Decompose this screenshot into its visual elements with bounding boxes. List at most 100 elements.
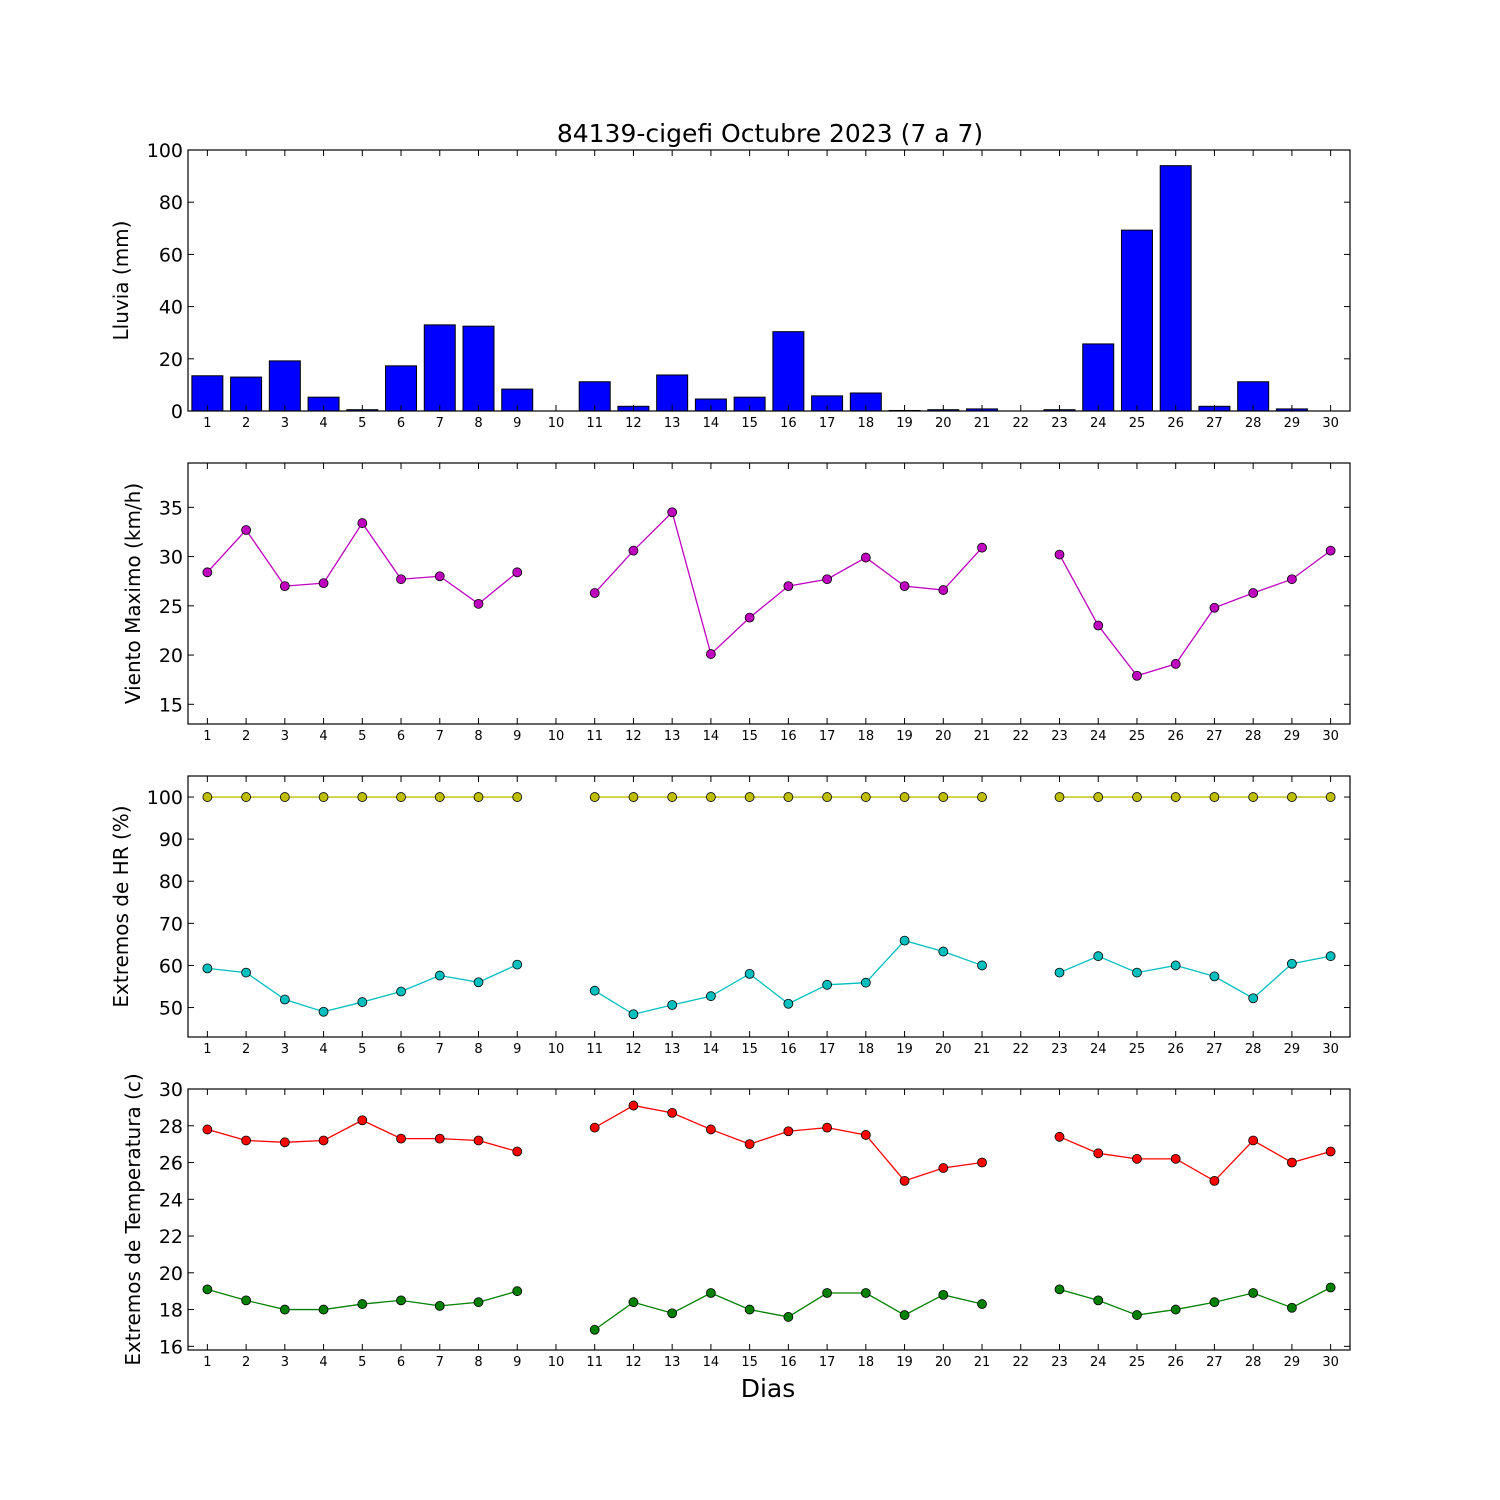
x-tick-label: 13 xyxy=(664,729,681,744)
x-tick-label: 20 xyxy=(935,1042,952,1057)
x-tick-label: 2 xyxy=(242,729,250,744)
x-tick-label: 12 xyxy=(625,729,642,744)
data-point xyxy=(434,970,445,981)
data-point xyxy=(938,585,949,595)
x-tick-label: 15 xyxy=(741,729,758,744)
data-point xyxy=(512,1146,523,1157)
x-tick-label: 10 xyxy=(548,729,565,744)
x-tick-label: 26 xyxy=(1167,729,1184,744)
x-tick-label: 28 xyxy=(1245,416,1262,431)
data-point xyxy=(434,1133,445,1144)
data-point xyxy=(1132,967,1142,978)
data-point xyxy=(744,792,755,802)
y-tick-label: 100 xyxy=(147,140,183,162)
x-tick-label: 7 xyxy=(436,1042,444,1057)
x-tick-label: 19 xyxy=(896,1355,913,1370)
data-point xyxy=(783,581,794,592)
series-line xyxy=(1058,550,1332,677)
axes-frame xyxy=(187,1088,1351,1351)
bar xyxy=(656,374,689,412)
x-tick-label: 14 xyxy=(703,1355,720,1370)
data-point xyxy=(667,1308,678,1319)
x-tick-label: 2 xyxy=(242,1355,250,1370)
data-point xyxy=(744,1304,755,1315)
data-point xyxy=(589,1122,600,1133)
x-tick-label: 29 xyxy=(1284,416,1301,431)
data-point xyxy=(473,598,484,609)
data-point xyxy=(1093,792,1104,802)
x-tick-label: 22 xyxy=(1012,1042,1029,1057)
x-tick-label: 19 xyxy=(896,729,913,744)
x-tick-label: 29 xyxy=(1284,1355,1301,1370)
x-tick-label: 3 xyxy=(281,1355,289,1370)
x-tick-label: 12 xyxy=(625,1355,642,1370)
bar xyxy=(462,325,495,412)
data-point xyxy=(977,1157,987,1168)
data-point xyxy=(667,792,678,802)
x-tick-label: 25 xyxy=(1129,1042,1146,1057)
data-point xyxy=(202,1284,213,1295)
y-tick-label: 15 xyxy=(159,694,183,716)
data-point xyxy=(512,567,523,578)
y-tick-label: 22 xyxy=(159,1226,183,1248)
x-tick-label: 21 xyxy=(974,1355,991,1370)
y-tick-label: 16 xyxy=(159,1336,183,1358)
x-tick-label: 1 xyxy=(203,1355,211,1370)
x-tick-label: 16 xyxy=(780,416,797,431)
data-point xyxy=(977,792,987,802)
y-tick-label: 30 xyxy=(159,1079,183,1101)
x-tick-label: 17 xyxy=(819,729,836,744)
x-tick-label: 21 xyxy=(974,1042,991,1057)
data-point xyxy=(318,1006,329,1017)
x-tick-label: 23 xyxy=(1051,1042,1068,1057)
axes-frame xyxy=(187,462,1351,725)
chart-title: 84139-cigefi Octubre 2023 (7 a 7) xyxy=(557,119,983,148)
x-tick-label: 20 xyxy=(935,416,952,431)
data-point xyxy=(977,960,987,971)
x-tick-label: 15 xyxy=(741,416,758,431)
x-tick-label: 19 xyxy=(896,416,913,431)
x-tick-label: 9 xyxy=(513,729,521,744)
x-axis-label: Dias xyxy=(741,1374,796,1403)
x-tick-label: 22 xyxy=(1012,729,1029,744)
x-tick-label: 9 xyxy=(513,1355,521,1370)
data-point xyxy=(1170,1304,1181,1315)
y-tick-label: 35 xyxy=(159,497,183,519)
data-point xyxy=(1287,958,1297,969)
data-point xyxy=(706,792,716,802)
x-tick-label: 13 xyxy=(664,416,681,431)
data-point xyxy=(434,1300,445,1311)
x-tick-label: 1 xyxy=(203,1042,211,1057)
x-tick-label: 24 xyxy=(1090,1042,1107,1057)
x-tick-label: 15 xyxy=(741,1355,758,1370)
data-point xyxy=(1054,1131,1065,1142)
data-point xyxy=(357,1115,368,1126)
data-point xyxy=(279,1304,290,1315)
data-point xyxy=(1054,967,1065,978)
x-tick-label: 24 xyxy=(1090,416,1107,431)
y-tick-label: 20 xyxy=(159,1263,183,1285)
x-tick-label: 30 xyxy=(1322,416,1339,431)
data-point xyxy=(706,649,716,659)
data-point xyxy=(1132,1153,1142,1164)
data-point xyxy=(822,792,832,802)
data-point xyxy=(1170,960,1181,971)
x-tick-label: 14 xyxy=(703,729,720,744)
y-tick-label: 80 xyxy=(159,192,183,214)
data-point xyxy=(1209,602,1220,613)
data-point xyxy=(318,792,329,802)
data-point xyxy=(396,986,406,997)
x-tick-label: 28 xyxy=(1245,1355,1262,1370)
data-point xyxy=(1287,1302,1297,1313)
y-tick-label: 20 xyxy=(159,645,183,667)
data-point xyxy=(512,959,523,970)
data-point xyxy=(628,1297,639,1308)
x-tick-label: 4 xyxy=(319,729,327,744)
bar xyxy=(423,324,456,412)
x-tick-label: 3 xyxy=(281,729,289,744)
data-point xyxy=(279,994,290,1005)
data-point xyxy=(1325,792,1336,802)
x-tick-label: 18 xyxy=(858,729,875,744)
x-tick-label: 11 xyxy=(586,1042,603,1057)
x-tick-label: 17 xyxy=(819,416,836,431)
